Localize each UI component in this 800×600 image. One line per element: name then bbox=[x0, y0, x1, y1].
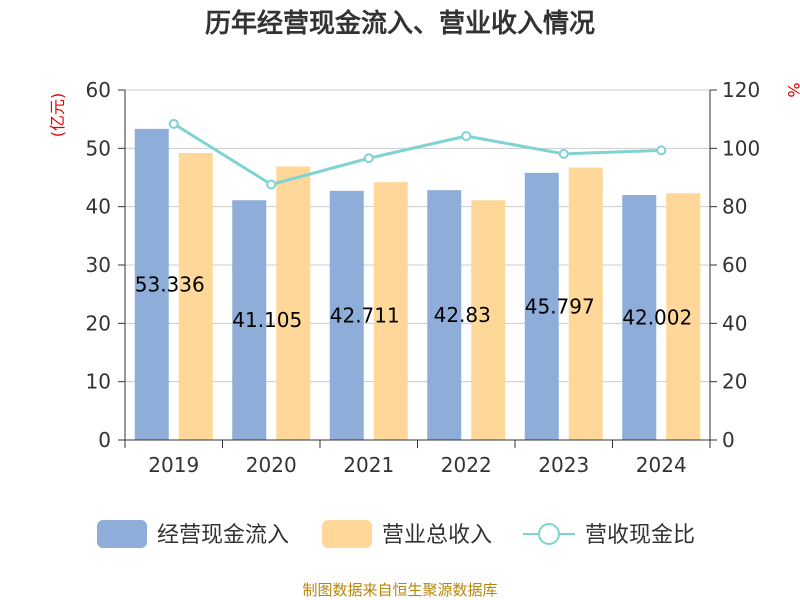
left-tick-label: 30 bbox=[86, 253, 111, 277]
x-tick-label: 2021 bbox=[343, 453, 394, 477]
line-point bbox=[363, 153, 374, 164]
bar-revenue bbox=[276, 166, 311, 440]
right-tick-label: 80 bbox=[722, 195, 747, 219]
right-tick-label: 60 bbox=[722, 253, 747, 277]
right-tick-label: 100 bbox=[722, 136, 760, 160]
right-tick-label: 40 bbox=[722, 311, 747, 335]
data-label: 42.711 bbox=[330, 303, 400, 327]
data-label: 53.336 bbox=[135, 272, 205, 296]
legend-label: 营收现金比 bbox=[585, 523, 695, 548]
right-tick-label: 120 bbox=[722, 78, 760, 102]
line-point bbox=[461, 131, 472, 142]
line-point bbox=[266, 179, 277, 190]
bar-cash-inflow bbox=[622, 194, 657, 440]
left-tick-label: 20 bbox=[86, 311, 111, 335]
bar-cash-inflow bbox=[232, 200, 267, 440]
chart-title: 历年经营现金流入、营业收入情况 bbox=[205, 8, 595, 39]
right-axis-unit: % bbox=[784, 82, 800, 97]
left-tick-label: 0 bbox=[98, 428, 111, 452]
bar-cash-inflow bbox=[329, 190, 364, 440]
x-tick-label: 2024 bbox=[636, 453, 687, 477]
legend-swatch bbox=[97, 520, 147, 548]
bar-revenue bbox=[666, 193, 701, 440]
left-axis-unit: (亿元) bbox=[48, 93, 67, 138]
line-point bbox=[168, 118, 179, 129]
data-label: 45.797 bbox=[525, 294, 595, 318]
left-tick-label: 40 bbox=[86, 195, 111, 219]
legend-swatch bbox=[322, 520, 372, 548]
data-label: 41.105 bbox=[232, 308, 302, 332]
bar-cash-inflow bbox=[427, 190, 462, 440]
bar-revenue bbox=[178, 153, 213, 440]
legend-label: 营业总收入 bbox=[382, 523, 492, 548]
bar-revenue bbox=[568, 167, 603, 441]
x-tick-label: 2020 bbox=[246, 453, 297, 477]
legend-marker bbox=[538, 523, 560, 545]
data-label: 42.002 bbox=[622, 305, 692, 329]
bar-cash-inflow bbox=[134, 128, 169, 440]
right-tick-label: 0 bbox=[722, 428, 735, 452]
line-ratio bbox=[172, 122, 662, 187]
x-tick-label: 2019 bbox=[148, 453, 199, 477]
line-point bbox=[656, 145, 667, 156]
bar-revenue bbox=[471, 200, 506, 440]
right-tick-label: 20 bbox=[722, 370, 747, 394]
left-tick-label: 50 bbox=[86, 136, 111, 160]
left-tick-label: 10 bbox=[86, 370, 111, 394]
source-note: 制图数据来自恒生聚源数据库 bbox=[302, 581, 497, 599]
data-label: 42.83 bbox=[434, 303, 491, 327]
line-point bbox=[558, 148, 569, 159]
bar-revenue bbox=[373, 182, 408, 440]
bar-cash-inflow bbox=[524, 172, 559, 440]
legend-label: 经营现金流入 bbox=[157, 523, 289, 548]
x-tick-label: 2023 bbox=[538, 453, 589, 477]
x-tick-label: 2022 bbox=[441, 453, 492, 477]
left-tick-label: 60 bbox=[86, 78, 111, 102]
